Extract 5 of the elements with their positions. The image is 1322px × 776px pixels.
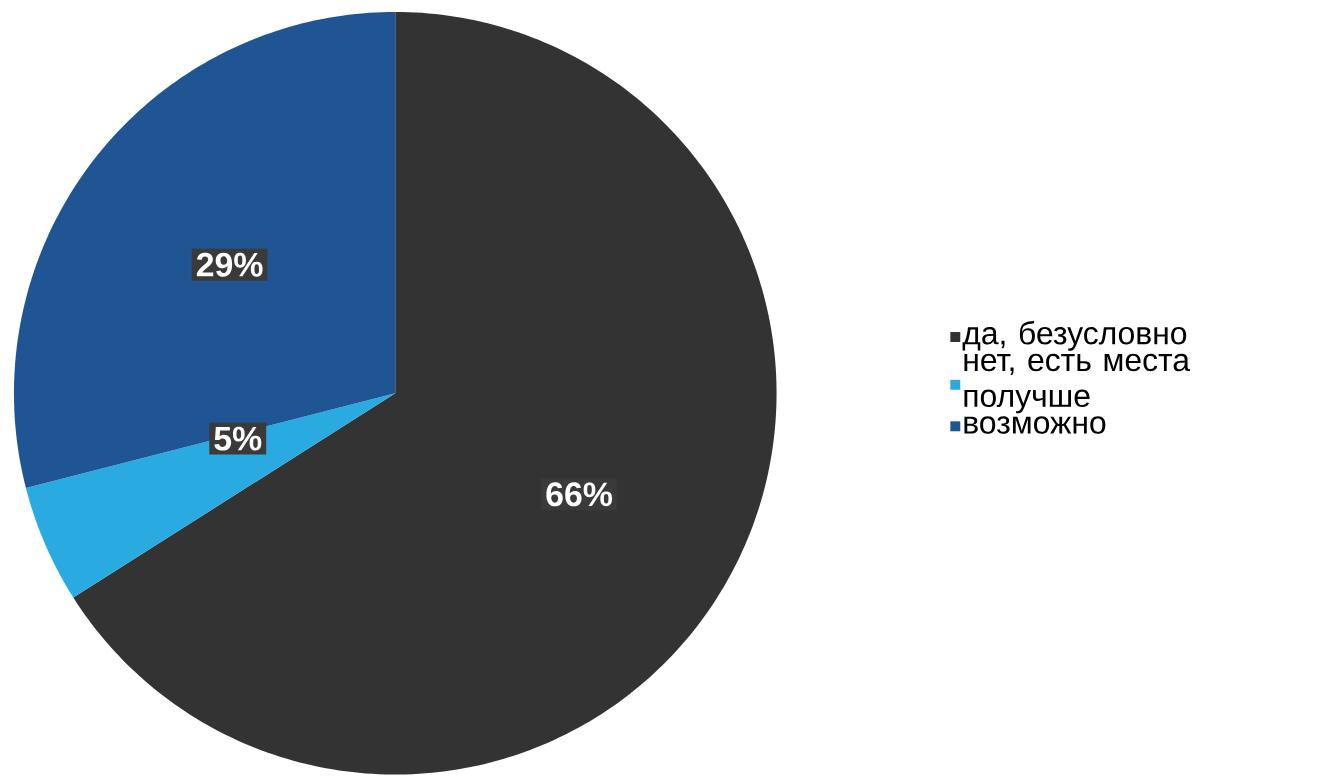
- legend-label: возможно: [964, 416, 1106, 435]
- legend-label: да, безусловно: [962, 321, 1187, 351]
- data-label: 66%: [546, 482, 613, 507]
- data-label: 29%: [196, 252, 263, 277]
- data-label: 5%: [214, 426, 262, 451]
